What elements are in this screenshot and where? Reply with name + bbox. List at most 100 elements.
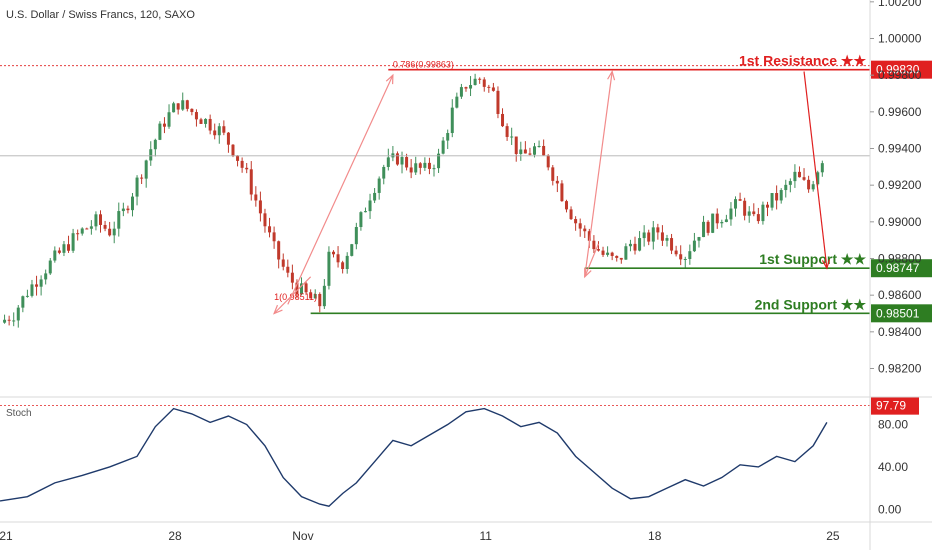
candle-body — [647, 232, 651, 242]
time-tick-label: 18 — [648, 529, 662, 543]
candle-body — [811, 184, 815, 190]
candle-body — [149, 149, 153, 161]
candle-body — [158, 123, 162, 140]
candle-body — [564, 201, 568, 210]
candle-body — [254, 194, 258, 201]
candle-body — [683, 258, 687, 260]
candle-body — [427, 162, 431, 169]
candle-body — [432, 168, 436, 170]
level-price-tag-2 — [871, 304, 932, 323]
candle-body — [373, 192, 377, 201]
candle-body — [108, 228, 112, 236]
candle-body — [176, 103, 180, 110]
candle-body — [48, 260, 52, 274]
candle-body — [62, 244, 66, 253]
candle-body — [615, 255, 619, 258]
candle-body — [706, 221, 710, 233]
candle-body — [756, 214, 760, 222]
candle-body — [533, 146, 537, 155]
fib-arrow-up — [287, 74, 394, 305]
candle-body — [688, 251, 692, 259]
candle-body — [752, 211, 756, 215]
candle-body — [702, 221, 706, 238]
fib-arrow-rise — [584, 71, 613, 277]
candle-body — [99, 214, 103, 225]
candle-body — [423, 162, 427, 168]
candle-body — [112, 228, 116, 236]
candle-body — [510, 136, 514, 138]
candle-body — [587, 231, 591, 241]
candle-body — [633, 243, 637, 251]
candle-body — [391, 153, 395, 158]
candle-body — [39, 279, 43, 287]
level-label-2: 2nd Support ★★ — [755, 296, 867, 312]
stoch-title: Stoch — [6, 408, 32, 419]
candle-body — [514, 136, 518, 154]
candle-body — [217, 126, 221, 136]
candle-body — [313, 294, 317, 299]
candle-body — [542, 145, 546, 156]
candle-body — [368, 200, 372, 212]
price-tick-label: 0.98400 — [878, 325, 922, 339]
candle-body — [190, 108, 194, 113]
candle-body — [272, 232, 276, 242]
candle-body — [245, 167, 249, 170]
candle-body — [3, 319, 7, 323]
candle-body — [12, 320, 16, 322]
candle-body — [7, 319, 11, 321]
candle-body — [656, 227, 660, 233]
stoch-series-line — [0, 407, 828, 507]
candle-body — [181, 100, 185, 110]
candle-body — [501, 113, 505, 127]
candle-body — [519, 149, 523, 154]
candle-body — [574, 219, 578, 224]
candle-body — [400, 157, 404, 165]
candle-body — [405, 157, 409, 168]
fib-label-786: 0.786(0.99863) — [393, 60, 454, 70]
candle-body — [57, 250, 61, 253]
candle-body — [446, 133, 450, 141]
candle-body — [25, 295, 29, 297]
candle-body — [354, 227, 358, 245]
stoch-tick-label: 80.00 — [878, 418, 908, 432]
candle-body — [208, 118, 212, 131]
candle-body — [231, 144, 235, 156]
candle-body — [418, 163, 422, 168]
candle-body — [30, 284, 34, 296]
forecast-arrow-head — [821, 259, 830, 270]
candle-body — [578, 223, 582, 229]
candle-body — [167, 112, 171, 127]
candle-body — [16, 307, 20, 321]
candle-body — [747, 211, 751, 216]
candle-body — [583, 228, 587, 232]
candle-body — [350, 244, 354, 256]
candle-body — [80, 228, 84, 234]
candle-body — [720, 222, 724, 224]
candle-body — [185, 100, 189, 109]
candle-body — [222, 126, 226, 133]
stoch-marker-text: 97.79 — [876, 399, 906, 413]
price-tick-label: 0.99600 — [878, 105, 922, 119]
candle-body — [377, 178, 381, 193]
stoch-pane: 97.79 0.00 40.00 80.00 — [0, 396, 919, 516]
time-tick-label: 11 — [479, 529, 492, 543]
candle-body — [779, 190, 783, 201]
candle-body — [455, 96, 459, 108]
time-tick-label: 25 — [826, 529, 840, 543]
candle-body — [85, 228, 89, 230]
price-tick-label: 0.98800 — [878, 252, 922, 266]
candle-body — [770, 193, 774, 208]
candle-body — [610, 252, 614, 256]
candle-body — [76, 233, 80, 235]
candle-body — [153, 139, 157, 150]
candle-body — [807, 179, 811, 190]
candle-body — [89, 226, 93, 229]
candle-body — [281, 259, 285, 267]
candle-body — [592, 240, 596, 250]
candle-body — [437, 153, 441, 169]
candle-body — [670, 238, 674, 251]
price-pane: 1st Resistance ★★ 0.99830 1st Support ★★ 0.… — [0, 53, 932, 328]
